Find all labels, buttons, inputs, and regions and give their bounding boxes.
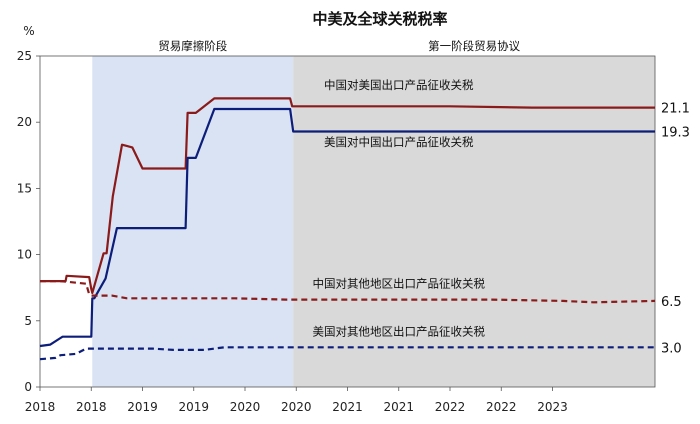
- series-end-value-3: 3.0: [661, 341, 682, 356]
- period-band-0: [92, 56, 294, 387]
- series-annotations: 21.1 19.3 6.5 3.0 中国对美国出口产品征收关税美国对中国出口产品征收关税…: [313, 78, 690, 356]
- series-annotation-3: 美国对其他地区出口产品征收关税: [313, 324, 486, 338]
- series-lines: [39, 97, 656, 361]
- y-tick-label-4: 20: [17, 115, 32, 129]
- period-label-1: 第一阶段贸易协议: [428, 39, 520, 53]
- x-tick-label-4: 2020: [230, 400, 261, 414]
- y-tick-label-2: 10: [17, 248, 32, 262]
- series-line-0: [40, 97, 655, 295]
- x-tick-label-1: 2018: [76, 400, 107, 414]
- y-axis-unit-label: %: [23, 24, 34, 38]
- x-tick-label-7: 2021: [383, 400, 414, 414]
- x-tick-label-5: 2020: [281, 400, 312, 414]
- series-annotation-0: 中国对美国出口产品征收关税: [324, 78, 474, 92]
- chart-title: 中美及全球关税税率: [312, 10, 447, 28]
- series-line-2: [40, 280, 656, 304]
- period-bands: 贸易摩擦阶段 第一阶段贸易协议: [92, 39, 655, 387]
- period-band-1: [293, 56, 655, 387]
- x-tick-label-9: 2022: [486, 400, 517, 414]
- series-line-1: [39, 107, 655, 348]
- y-tick-label-3: 15: [17, 181, 32, 195]
- x-tick-label-2: 2019: [127, 400, 158, 414]
- series-line-3: [39, 346, 655, 361]
- y-tick-label-5: 25: [17, 49, 32, 63]
- series-end-value-0: 21.1: [661, 102, 690, 117]
- y-tick-label-0: 0: [24, 380, 32, 394]
- series-annotation-1: 美国对中国出口产品征收关税: [324, 135, 474, 149]
- series-end-value-2: 6.5: [661, 295, 682, 310]
- series-annotation-2: 中国对其他地区出口产品征收关税: [313, 277, 486, 291]
- period-label-0: 贸易摩擦阶段: [158, 39, 227, 53]
- series-end-value-1: 19.3: [661, 125, 690, 140]
- y-tick-label-1: 5: [24, 314, 32, 328]
- x-tick-label-6: 2021: [332, 400, 363, 414]
- x-tick-label-10: 2023: [537, 400, 568, 414]
- x-tick-label-3: 2019: [178, 400, 209, 414]
- axes: 0 5 10 15 20 25 2018 2018 2019 2019 2020 2020 2021 20…: [17, 49, 656, 414]
- x-tick-label-0: 2018: [25, 400, 56, 414]
- x-tick-label-8: 2022: [435, 400, 466, 414]
